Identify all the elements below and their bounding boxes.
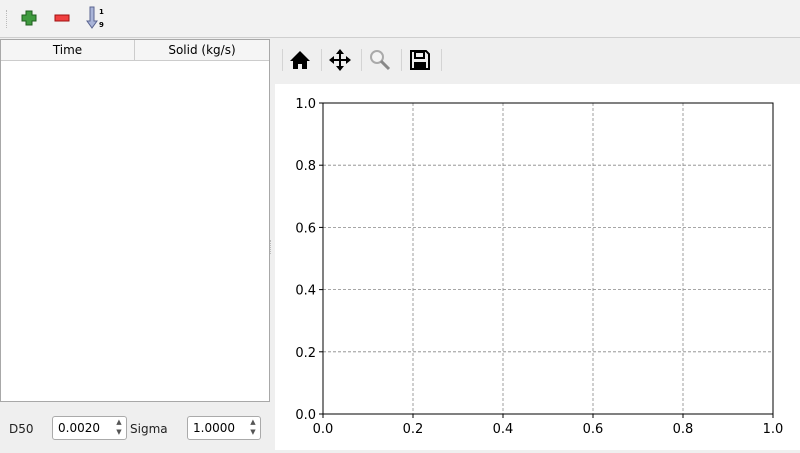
spin-up-icon[interactable]: ▲: [250, 418, 256, 426]
column-label: Time: [52, 43, 83, 57]
save-icon: [410, 50, 430, 70]
x-tick-label: 0.2: [403, 422, 424, 437]
y-tick-label: 0.4: [295, 284, 316, 299]
sigma-spinbox[interactable]: 1.0000 ▲ ▼: [187, 416, 261, 440]
home-button[interactable]: [288, 48, 312, 72]
y-tick-label: 0.2: [295, 346, 316, 361]
minus-icon: [54, 14, 70, 22]
separator: [401, 49, 402, 71]
pan-icon: [329, 49, 351, 71]
x-tick-label: 0.6: [583, 422, 604, 437]
svg-text:9: 9: [99, 21, 104, 29]
d50-value: 0.0020: [58, 421, 100, 435]
y-tick-label: 0.8: [295, 159, 316, 174]
sort-ascending-icon: 19: [86, 6, 104, 29]
plot-canvas[interactable]: 0.0 0.2 0.4 0.6 0.8 1.0 0.0 0.2 0.4 0.6 0.8 1.0: [275, 84, 800, 450]
splitter-handle[interactable]: [270, 240, 273, 254]
add-row-button[interactable]: [17, 6, 41, 30]
zoom-icon: [370, 50, 391, 71]
spin-down-icon[interactable]: ▼: [250, 428, 256, 436]
x-tick-label: 1.0: [763, 422, 784, 437]
d50-label: D50: [9, 422, 34, 436]
y-tick-label: 0.6: [295, 221, 316, 236]
separator: [441, 49, 442, 71]
sigma-label: Sigma: [130, 422, 168, 436]
spin-up-icon[interactable]: ▲: [116, 418, 122, 426]
d50-spinbox[interactable]: 0.0020 ▲ ▼: [52, 416, 127, 440]
data-table[interactable]: Time Solid (kg/s): [0, 39, 270, 402]
toolbar-grip[interactable]: [6, 10, 9, 28]
save-button[interactable]: [408, 48, 432, 72]
y-tick-label: 0.0: [295, 408, 316, 423]
sigma-value: 1.0000: [193, 421, 235, 435]
svg-text:1: 1: [99, 8, 104, 16]
x-tick-label: 0.4: [493, 422, 514, 437]
remove-row-button[interactable]: [50, 6, 74, 30]
axes-frame: [322, 102, 774, 415]
separator: [282, 49, 283, 71]
spin-down-icon[interactable]: ▼: [116, 428, 122, 436]
column-header-solid[interactable]: Solid (kg/s): [135, 40, 269, 61]
x-tick-label: 0.8: [673, 422, 694, 437]
x-tick-label: 0.0: [313, 422, 334, 437]
home-icon: [290, 51, 310, 69]
column-label: Solid (kg/s): [168, 43, 236, 57]
column-header-time[interactable]: Time: [1, 40, 135, 61]
separator: [321, 49, 322, 71]
pan-button[interactable]: [328, 48, 352, 72]
zoom-button[interactable]: [368, 48, 392, 72]
y-tick-label: 1.0: [295, 97, 316, 112]
plot-toolbar: [275, 39, 800, 84]
separator: [361, 49, 362, 71]
plus-icon: [21, 10, 37, 26]
chart: 0.0 0.2 0.4 0.6 0.8 1.0 0.0 0.2 0.4 0.6 0.8 1.0: [295, 97, 784, 437]
